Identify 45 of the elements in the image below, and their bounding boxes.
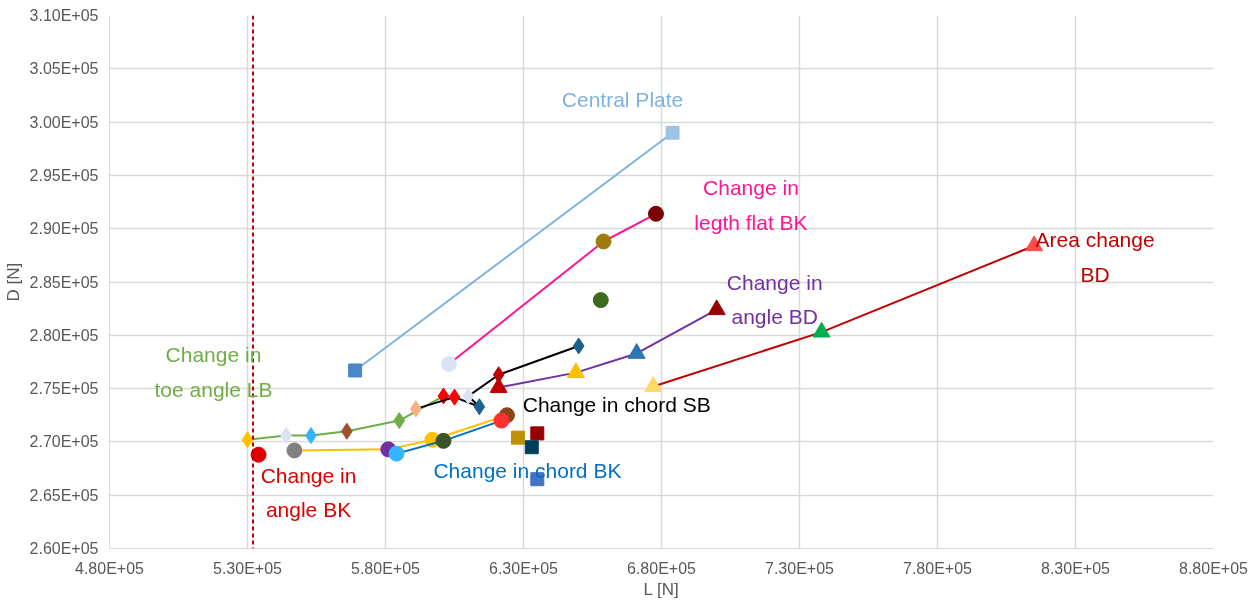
y-tick-label: 2.80E+05 bbox=[29, 326, 99, 344]
series-label: Change in angle BK bbox=[260, 463, 357, 522]
y-tick-label: 3.00E+05 bbox=[29, 113, 99, 131]
y-tick-label: 2.65E+05 bbox=[29, 486, 99, 504]
y-tick-label: 3.10E+05 bbox=[29, 7, 99, 24]
x-tick-label: 7.30E+05 bbox=[765, 559, 835, 577]
y-tick-label: 2.75E+05 bbox=[29, 380, 99, 398]
x-tick-label: 4.80E+05 bbox=[75, 559, 145, 577]
y-tick-label: 2.85E+05 bbox=[29, 273, 99, 291]
point bbox=[510, 430, 525, 445]
point bbox=[393, 412, 406, 430]
point bbox=[595, 233, 612, 250]
x-tick-label: 8.30E+05 bbox=[1041, 559, 1111, 577]
point bbox=[572, 337, 585, 355]
series-label: Change in legth flat BK bbox=[694, 176, 808, 234]
y-tick-label: 2.60E+05 bbox=[29, 540, 99, 557]
series-label: Change in chord SB bbox=[522, 393, 711, 417]
point bbox=[530, 426, 545, 441]
y-axis-title: D [N] bbox=[3, 262, 23, 302]
y-tick-label: 2.90E+05 bbox=[29, 220, 99, 238]
x-axis-title: L [N] bbox=[643, 579, 679, 599]
point bbox=[647, 205, 664, 222]
point bbox=[250, 446, 267, 463]
series-label: Area change BD bbox=[1035, 228, 1155, 286]
series-label: Change in toe angle LB bbox=[154, 343, 273, 401]
point bbox=[473, 398, 486, 416]
point bbox=[665, 125, 680, 140]
x-tick-label: 6.30E+05 bbox=[489, 559, 559, 577]
y-tick-label: 2.70E+05 bbox=[29, 433, 99, 451]
series-label: Change in chord BK bbox=[433, 459, 622, 483]
x-tick-label: 8.80E+05 bbox=[1179, 559, 1249, 577]
point bbox=[286, 442, 303, 459]
point bbox=[592, 292, 609, 309]
y-tick-label: 3.05E+05 bbox=[29, 60, 99, 78]
x-tick-label: 7.80E+05 bbox=[903, 559, 973, 577]
point bbox=[493, 412, 510, 429]
x-tick-label: 5.80E+05 bbox=[351, 559, 421, 577]
series-label: Central Plate bbox=[561, 88, 684, 112]
point bbox=[435, 432, 452, 449]
series-label: Change in angle BD bbox=[726, 270, 823, 329]
x-tick-label: 5.30E+05 bbox=[213, 559, 283, 577]
x-tick-label: 6.80E+05 bbox=[627, 559, 697, 577]
point bbox=[348, 363, 363, 378]
point bbox=[524, 440, 539, 455]
y-tick-label: 2.95E+05 bbox=[29, 166, 99, 184]
